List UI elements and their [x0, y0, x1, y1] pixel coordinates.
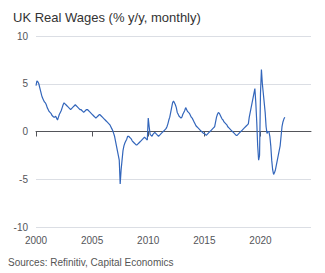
- svg-text:0: 0: [22, 126, 28, 137]
- svg-text:2015: 2015: [193, 235, 216, 246]
- svg-text:2010: 2010: [137, 235, 160, 246]
- svg-text:-5: -5: [19, 174, 28, 185]
- svg-text:2005: 2005: [81, 235, 104, 246]
- svg-text:2020: 2020: [249, 235, 272, 246]
- svg-text:5: 5: [22, 78, 28, 89]
- svg-text:2000: 2000: [25, 235, 48, 246]
- svg-text:-10: -10: [14, 222, 29, 233]
- svg-text:UK Real Wages (% y/y, monthly): UK Real Wages (% y/y, monthly): [13, 10, 201, 25]
- svg-text:10: 10: [17, 31, 29, 42]
- svg-text:Sources: Refinitiv, Capital Ec: Sources: Refinitiv, Capital Economics: [8, 257, 173, 268]
